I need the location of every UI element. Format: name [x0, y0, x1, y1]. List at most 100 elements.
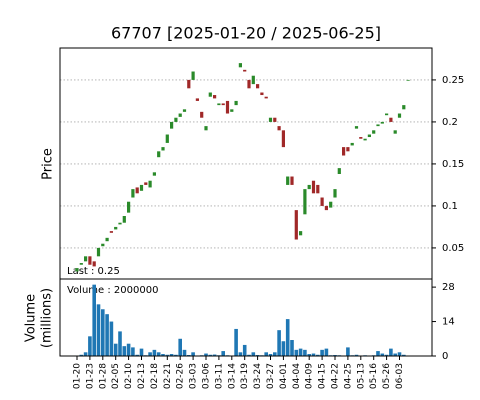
candle: [372, 130, 376, 134]
candle: [144, 182, 148, 185]
candle: [182, 109, 187, 112]
x-tick-label: 06-03: [395, 363, 405, 389]
x-tick-label: 02-05: [111, 363, 121, 389]
candle: [84, 256, 88, 262]
y-tick-label: 14: [442, 317, 455, 328]
candle: [221, 103, 225, 106]
bar: [324, 348, 329, 356]
candle: [273, 117, 277, 122]
candle: [294, 210, 298, 240]
candle: [393, 130, 397, 134]
candle: [165, 134, 169, 143]
bar: [298, 348, 303, 356]
x-tick-label: 03-24: [253, 363, 263, 389]
bar: [152, 349, 157, 356]
candle: [191, 71, 195, 80]
candle: [109, 231, 113, 233]
x-tick-label: 04-15: [318, 363, 328, 389]
bar: [101, 309, 105, 356]
y-tick-label: 0: [442, 351, 448, 362]
x-tick-label: 03-19: [240, 363, 250, 389]
candle: [217, 103, 221, 106]
candle: [208, 92, 212, 97]
x-tick-label: 02-21: [163, 363, 173, 389]
bar: [294, 349, 299, 356]
candle: [281, 130, 285, 148]
candle: [152, 172, 156, 176]
bar: [389, 348, 393, 356]
bar: [273, 352, 277, 356]
bar: [346, 347, 350, 356]
x-tick-label: 01-23: [85, 363, 95, 389]
bar: [88, 336, 92, 356]
candle: [363, 138, 367, 141]
bar: [148, 352, 152, 356]
candle: [148, 180, 152, 188]
candle: [238, 63, 242, 68]
bar: [238, 352, 243, 356]
panel-frame: [59, 278, 433, 357]
candle: [200, 111, 204, 118]
bar: [281, 341, 286, 356]
bar: [174, 354, 178, 356]
bar: [221, 351, 225, 356]
candle: [139, 184, 144, 191]
bar: [182, 349, 187, 356]
x-tick-label: 02-26: [176, 363, 186, 389]
candle: [101, 243, 105, 247]
bar: [397, 352, 402, 356]
bar: [242, 344, 247, 356]
candle: [290, 176, 294, 185]
bar: [139, 348, 144, 356]
x-tick-label: 03-11: [214, 363, 224, 389]
candle: [397, 113, 402, 118]
bar: [169, 354, 174, 356]
candle: [195, 98, 199, 101]
candle: [251, 75, 255, 85]
bar: [83, 352, 88, 356]
candle: [243, 69, 247, 72]
candle: [376, 124, 380, 127]
candle: [333, 189, 337, 198]
y-tick-label: 0.05: [442, 243, 464, 254]
candle: [380, 121, 384, 124]
bar: [285, 319, 290, 356]
candle: [346, 147, 350, 152]
y-tick-label: 0.25: [442, 75, 464, 86]
x-tick-label: 03-27: [266, 363, 276, 389]
candle: [230, 109, 234, 112]
bar: [303, 349, 307, 356]
chart-title: 67707 [2025-01-20 / 2025-06-25]: [111, 24, 381, 43]
bar: [96, 304, 101, 356]
bar: [290, 340, 294, 356]
candle: [389, 117, 393, 122]
bar: [380, 353, 385, 356]
bar: [402, 354, 406, 356]
candle: [187, 79, 191, 89]
annotation: Last : 0.25: [67, 266, 120, 277]
candle: [277, 126, 281, 131]
candle: [303, 189, 307, 215]
x-tick-label: 04-04: [292, 363, 302, 389]
bar: [393, 353, 397, 356]
y-tick-label: 28: [442, 282, 455, 293]
bar: [122, 346, 127, 356]
bar: [118, 331, 122, 356]
candle: [135, 187, 139, 194]
candle: [131, 189, 135, 198]
y-axis-label: (millions): [40, 288, 55, 348]
candle: [268, 117, 273, 122]
x-tick-label: 04-01: [279, 363, 289, 389]
bar: [311, 353, 316, 356]
candle: [320, 197, 324, 206]
x-tick-label: 05-16: [369, 363, 379, 389]
candle: [307, 184, 311, 190]
candle: [127, 201, 131, 213]
bar: [320, 349, 324, 356]
bar: [307, 354, 311, 356]
x-tick-label: 04-22: [331, 363, 341, 389]
x-tick-label: 05-13: [356, 363, 366, 389]
bar: [165, 354, 170, 356]
